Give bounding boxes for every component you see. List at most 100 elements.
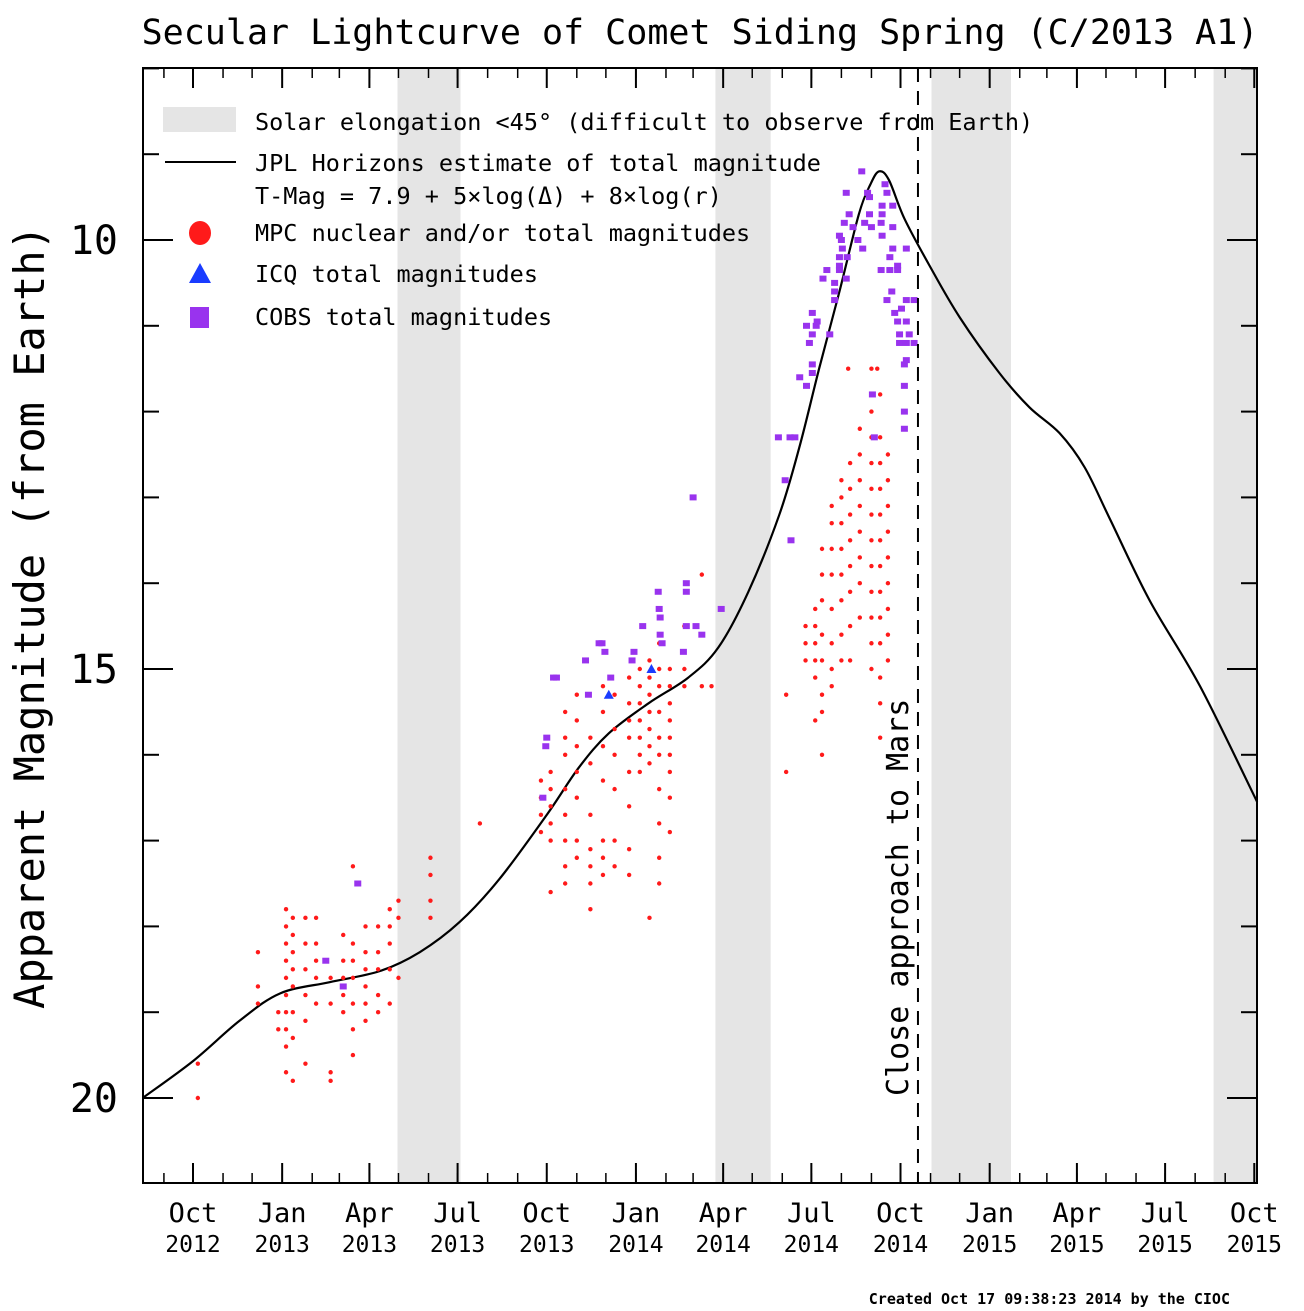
mpc-point — [647, 726, 652, 732]
y-tick-label: 10 — [70, 218, 118, 264]
cobs-point — [910, 297, 918, 304]
mpc-point — [612, 752, 617, 757]
mpc-point — [877, 641, 883, 646]
mpc-point — [303, 992, 308, 998]
x-tick-month-label: Oct — [1230, 1198, 1279, 1229]
mpc-point — [647, 709, 652, 715]
mpc-point — [387, 907, 392, 912]
cobs-point — [861, 219, 869, 226]
cobs-point — [679, 648, 687, 655]
x-tick-month-label: Jan — [258, 1198, 307, 1229]
mpc-point — [600, 838, 606, 843]
mpc-point — [839, 478, 844, 483]
x-tick-year-label: 2014 — [608, 1232, 663, 1258]
shaded-band — [1213, 68, 1257, 1183]
mars-approach-line: Close approach to Mars — [881, 68, 919, 1183]
mpc-point — [600, 683, 606, 689]
mpc-point — [667, 701, 673, 706]
x-tick-year-label: 2013 — [430, 1232, 485, 1258]
mpc-point — [195, 1061, 201, 1066]
mpc-point — [839, 546, 844, 552]
mpc-point — [548, 769, 553, 775]
mpc-point — [637, 701, 643, 706]
mpc-point — [538, 778, 544, 783]
data-marks — [141, 168, 1259, 1101]
mpc-point — [667, 683, 673, 689]
legend-formula: T-Mag = 7.9 + 5×log(Δ) + 8×log(r) — [255, 182, 722, 210]
mpc-point — [574, 838, 580, 843]
mpc-point — [290, 984, 296, 989]
mpc-point — [341, 1010, 346, 1015]
mpc-point — [612, 786, 617, 792]
cobs-point — [910, 339, 918, 346]
mpc-point — [682, 666, 687, 672]
cobs-point — [808, 369, 816, 376]
mpc-point — [637, 718, 643, 723]
mpc-point — [303, 915, 308, 921]
mpc-point — [283, 1027, 289, 1032]
mpc-point — [283, 958, 289, 963]
mpc-point — [363, 1018, 368, 1023]
mpc-point — [276, 1027, 281, 1032]
cobs-point — [881, 181, 889, 188]
cobs-point — [656, 614, 664, 621]
mpc-point — [562, 812, 568, 818]
jpl-magnitude-curve — [141, 170, 1259, 1099]
x-tick-month-label: Jan — [965, 1198, 1014, 1229]
mpc-point — [290, 1010, 296, 1015]
cobs-point — [867, 224, 875, 231]
mpc-point — [656, 735, 662, 740]
cobs-point — [689, 494, 697, 501]
cobs-point — [322, 957, 330, 964]
cobs-point — [803, 322, 811, 329]
mpc-point — [548, 889, 553, 895]
mpc-point — [857, 581, 863, 586]
mpc-point — [562, 709, 568, 715]
cobs-point — [883, 297, 891, 304]
mpc-point — [562, 881, 568, 886]
mpc-point — [290, 1035, 296, 1041]
cobs-point — [835, 262, 843, 269]
cobs-point — [831, 279, 839, 286]
mpc-point — [303, 941, 308, 946]
mpc-point — [829, 683, 834, 689]
mpc-point — [588, 735, 593, 740]
mpc-point — [637, 769, 643, 775]
mpc-point — [350, 941, 356, 946]
x-tick-year-label: 2014 — [784, 1232, 839, 1258]
mpc-point — [612, 726, 617, 732]
mpc-point — [813, 675, 818, 680]
mpc-point — [562, 735, 568, 740]
cobs-point — [902, 357, 910, 364]
cobs-point — [781, 477, 789, 484]
mpc-point — [847, 563, 853, 569]
mpc-point — [829, 546, 834, 552]
mpc-point — [877, 435, 883, 440]
mpc-point — [877, 701, 883, 706]
x-tick-month-label: Apr — [699, 1198, 748, 1229]
cobs-point — [808, 309, 816, 316]
mpc-point — [428, 855, 433, 860]
mpc-point — [869, 366, 874, 371]
mpc-point — [885, 658, 891, 663]
mpc-point — [562, 838, 568, 843]
mpc-point — [847, 623, 853, 629]
mpc-point — [839, 632, 844, 637]
mpc-point — [328, 1070, 333, 1075]
mpc-point — [839, 658, 844, 663]
chart-title: Secular Lightcurve of Comet Siding Sprin… — [142, 13, 1259, 53]
mpc-point — [869, 460, 874, 466]
mpc-point — [375, 949, 381, 955]
mpc-point — [885, 632, 891, 637]
mpc-point — [869, 666, 874, 672]
cobs-point — [870, 434, 878, 441]
cobs-point — [786, 434, 794, 441]
x-tick-month-label: Jul — [433, 1198, 482, 1229]
mpc-point — [647, 915, 652, 921]
cobs-point — [542, 743, 550, 750]
cobs-point — [900, 382, 908, 389]
mpc-point — [375, 967, 381, 972]
cobs-point — [837, 237, 845, 243]
legend-cobs-label: COBS total magnitudes — [255, 303, 552, 331]
mpc-point — [574, 744, 580, 749]
